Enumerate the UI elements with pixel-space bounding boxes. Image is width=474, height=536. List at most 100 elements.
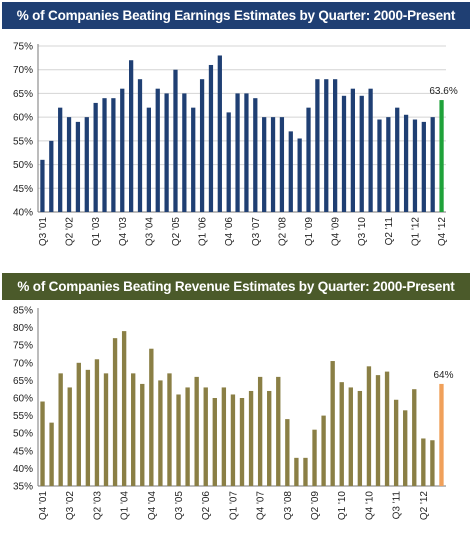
revenue-y-tick-label: 50%	[13, 429, 33, 440]
revenue-bar	[140, 383, 145, 486]
revenue-bar	[185, 387, 190, 486]
revenue-bar	[212, 398, 217, 486]
earnings-chart-title: % of Companies Beating Earnings Estimate…	[2, 2, 470, 29]
earnings-bar	[173, 69, 178, 212]
revenue-bar	[67, 387, 72, 486]
earnings-bar	[49, 140, 54, 212]
earnings-bar	[244, 93, 249, 212]
revenue-x-tick-label: Q2 '09	[310, 491, 321, 521]
revenue-bar	[294, 457, 299, 486]
earnings-y-tick-label: 45%	[13, 184, 33, 195]
revenue-x-tick-label: Q2 '06	[201, 491, 212, 521]
revenue-bar	[76, 362, 81, 486]
earnings-latest-value-label: 63.6%	[429, 86, 457, 97]
earnings-bar	[164, 93, 169, 212]
earnings-y-tick-label: 50%	[13, 160, 33, 171]
earnings-bar	[430, 117, 435, 212]
revenue-x-tick-label: Q4 '01	[38, 491, 49, 521]
revenue-y-tick-label: 55%	[13, 411, 33, 422]
earnings-bar	[306, 107, 311, 212]
revenue-bar	[412, 389, 417, 486]
earnings-bar	[270, 117, 276, 212]
revenue-bar	[158, 380, 163, 486]
revenue-x-tick-label: Q1 '04	[120, 491, 131, 521]
revenue-bar	[276, 376, 281, 486]
revenue-bar	[421, 438, 426, 486]
earnings-bar	[377, 119, 382, 212]
revenue-y-tick-label: 70%	[13, 358, 33, 369]
revenue-y-tick-label: 65%	[13, 376, 33, 387]
earnings-bar	[421, 121, 426, 212]
revenue-bar	[348, 387, 353, 486]
revenue-bar	[339, 382, 344, 486]
revenue-bar-latest	[439, 383, 444, 486]
earnings-bar	[297, 138, 302, 212]
earnings-bar	[199, 79, 205, 212]
revenue-x-tick-label: Q1 '10	[337, 491, 348, 521]
revenue-bar	[357, 390, 363, 486]
earnings-bar	[129, 60, 134, 212]
earnings-bar	[93, 102, 98, 212]
revenue-bar	[239, 398, 245, 486]
revenue-bar	[303, 457, 308, 486]
revenue-bar	[221, 387, 227, 486]
earnings-bar-latest	[439, 100, 444, 212]
revenue-x-tick-label: Q4 '10	[364, 491, 375, 521]
earnings-bar	[350, 88, 355, 212]
earnings-x-tick-label: Q4 '12	[437, 217, 448, 247]
earnings-y-tick-label: 75%	[13, 42, 33, 53]
revenue-x-tick-label: Q2 '12	[419, 491, 430, 521]
revenue-bar	[203, 387, 208, 486]
revenue-x-tick-label: Q2 '03	[92, 491, 103, 521]
earnings-x-tick-label: Q1 '06	[198, 217, 209, 247]
revenue-x-tick-label: Q3 '02	[65, 491, 76, 521]
earnings-x-tick-label: Q3 '04	[144, 217, 155, 247]
earnings-bar	[333, 79, 338, 212]
earnings-bar	[155, 88, 160, 212]
revenue-bar	[176, 394, 181, 486]
earnings-y-tick-label: 55%	[13, 136, 33, 147]
revenue-latest-value-label: 64%	[433, 370, 453, 381]
earnings-bar	[341, 95, 347, 212]
revenue-chart-title: % of Companies Beating Revenue Estimates…	[2, 273, 470, 300]
revenue-y-tick-label: 80%	[13, 323, 33, 334]
earnings-y-tick-label: 70%	[13, 65, 33, 76]
revenue-y-tick-label: 45%	[13, 446, 33, 457]
earnings-bar	[66, 117, 72, 212]
earnings-x-tick-label: Q1 '12	[410, 217, 421, 247]
revenue-bar	[285, 419, 290, 486]
earnings-bar	[315, 79, 320, 212]
revenue-bar	[40, 401, 45, 486]
earnings-x-tick-label: Q2 '02	[65, 217, 76, 247]
earnings-bar	[146, 107, 151, 212]
earnings-bar	[386, 117, 391, 212]
earnings-bar	[359, 95, 364, 212]
earnings-x-tick-label: Q4 '03	[118, 217, 129, 247]
earnings-bar	[412, 119, 418, 212]
revenue-bar	[375, 375, 381, 486]
earnings-bar	[75, 121, 81, 212]
earnings-bar	[191, 107, 196, 212]
earnings-x-tick-label: Q4 '09	[331, 217, 342, 247]
revenue-bar	[366, 366, 372, 486]
revenue-x-tick-label: Q4 '04	[147, 491, 158, 521]
revenue-bar	[312, 429, 317, 486]
earnings-bar	[58, 107, 63, 212]
earnings-bar	[111, 98, 116, 212]
revenue-bar	[321, 415, 326, 486]
earnings-bar	[288, 131, 293, 212]
revenue-bar	[94, 359, 100, 486]
earnings-bar	[40, 159, 45, 212]
revenue-x-tick-label: Q4 '07	[256, 491, 267, 521]
revenue-bar	[430, 440, 435, 486]
earnings-bar	[217, 55, 222, 212]
earnings-bar	[102, 98, 107, 212]
earnings-x-tick-label: Q2 '08	[277, 217, 288, 247]
earnings-bar	[403, 114, 409, 212]
earnings-x-tick-label: Q2 '05	[171, 217, 182, 247]
revenue-bar	[167, 373, 172, 486]
revenue-bar	[121, 331, 127, 486]
earnings-bar	[235, 93, 240, 212]
revenue-bar	[403, 410, 408, 486]
earnings-bar	[324, 79, 329, 212]
